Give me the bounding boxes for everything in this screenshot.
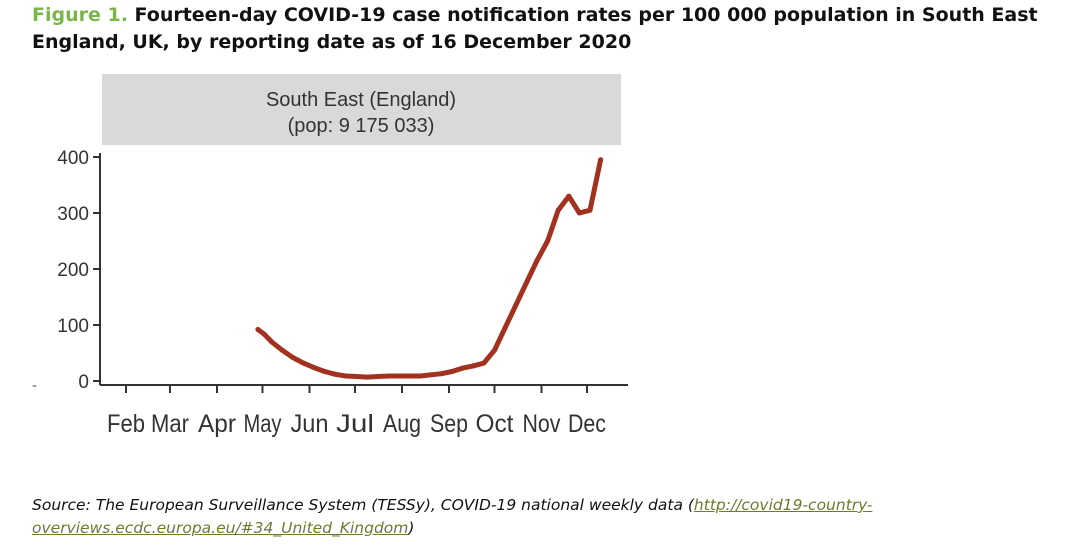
data-point bbox=[385, 373, 391, 379]
data-point bbox=[261, 331, 267, 337]
x-ticks: Feb Mar Apr May Jun Jul Aug Sep Oct Nov Dec bbox=[107, 385, 606, 438]
data-point bbox=[555, 207, 561, 213]
data-point bbox=[598, 157, 604, 163]
data-point bbox=[269, 339, 275, 345]
data-point bbox=[311, 365, 317, 371]
facet-strip bbox=[102, 74, 621, 145]
data-point bbox=[354, 374, 359, 380]
data-point bbox=[502, 325, 508, 331]
y-tick-label: 200 bbox=[57, 260, 89, 281]
source-text: Source: The European Surveillance System… bbox=[32, 496, 694, 514]
data-point bbox=[545, 238, 551, 244]
x-tick-label: Mar bbox=[151, 410, 189, 438]
data-point bbox=[460, 365, 466, 371]
data-point bbox=[322, 368, 328, 374]
figure-caption: Figure 1. Fourteen-day COVID-19 case not… bbox=[32, 2, 1078, 56]
data-point bbox=[491, 347, 497, 353]
y-tick-label: 300 bbox=[57, 204, 89, 225]
data-point bbox=[279, 347, 285, 353]
caption-text-1: Fourteen-day COVID-19 case notification … bbox=[127, 4, 1038, 26]
data-point bbox=[523, 280, 529, 286]
data-point bbox=[407, 373, 413, 379]
data-point bbox=[396, 373, 402, 379]
x-tick-label: Sep bbox=[430, 410, 468, 438]
source-line-1: Source: The European Surveillance System… bbox=[32, 494, 872, 517]
data-point bbox=[332, 371, 338, 377]
x-tick-label: Oct bbox=[475, 410, 513, 438]
source-link-part-2[interactable]: overviews.ecdc.europa.eu/#34_United_King… bbox=[32, 519, 409, 537]
source-note: Source: The European Surveillance System… bbox=[32, 494, 872, 540]
data-point bbox=[375, 374, 381, 380]
x-tick-label: Nov bbox=[523, 410, 561, 438]
data-point bbox=[255, 326, 261, 332]
y-tick-label: 400 bbox=[57, 148, 89, 169]
figure-label: Figure 1. bbox=[32, 4, 128, 26]
data-point bbox=[417, 373, 423, 379]
data-point bbox=[470, 363, 476, 369]
x-tick-label: Dec bbox=[568, 410, 606, 438]
source-close-paren: ) bbox=[408, 519, 415, 537]
data-point bbox=[576, 210, 582, 216]
caption-line-2: England, UK, by reporting date as of 16 … bbox=[32, 31, 632, 53]
y-tick-label: 0 bbox=[78, 372, 89, 393]
x-tick-label: Jun bbox=[290, 410, 328, 438]
source-line-2: overviews.ecdc.europa.eu/#34_United_King… bbox=[32, 517, 872, 540]
y-ticks: 0 100 200 300 400 bbox=[57, 148, 100, 393]
series-layer bbox=[255, 157, 604, 380]
x-tick-label: May bbox=[243, 410, 281, 438]
data-point bbox=[449, 368, 455, 374]
facet-title: South East (England) bbox=[266, 89, 456, 111]
data-point bbox=[587, 207, 593, 213]
source-link-part-1[interactable]: http://covid19-country- bbox=[693, 496, 873, 514]
stray-mark: - bbox=[32, 378, 38, 394]
data-point bbox=[438, 371, 444, 377]
data-point bbox=[300, 360, 306, 366]
x-tick-label: Aug bbox=[383, 410, 421, 438]
y-tick-label: 100 bbox=[57, 316, 89, 337]
data-point bbox=[428, 372, 434, 378]
x-tick-label: Apr bbox=[198, 410, 236, 438]
caption-line-1: Figure 1. Fourteen-day COVID-19 case not… bbox=[32, 2, 1078, 29]
facet-subtitle: (pop: 9 175 033) bbox=[288, 115, 435, 137]
data-point bbox=[566, 193, 572, 199]
x-tick-label: Jul bbox=[336, 410, 374, 438]
data-point bbox=[534, 258, 540, 264]
data-point bbox=[290, 354, 296, 360]
x-tick-label: Feb bbox=[107, 410, 145, 438]
series-line bbox=[255, 157, 604, 380]
data-point bbox=[513, 302, 519, 308]
data-point bbox=[343, 373, 349, 379]
data-point bbox=[364, 374, 370, 380]
data-point bbox=[481, 360, 487, 366]
